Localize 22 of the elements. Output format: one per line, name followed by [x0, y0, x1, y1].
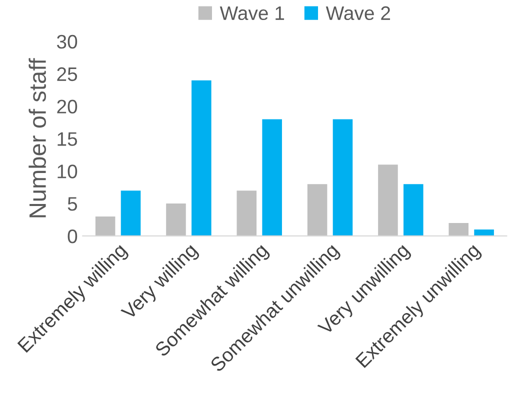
bar — [404, 184, 424, 236]
bar — [95, 216, 116, 236]
bar — [120, 190, 141, 236]
bar — [166, 204, 186, 236]
y-axis-title: Number of staff — [28, 58, 46, 218]
y-tick-label: 20 — [57, 100, 78, 114]
bar — [448, 223, 469, 236]
y-tick-label: 0 — [68, 229, 78, 244]
bar — [332, 119, 353, 236]
legend-label: Wave 2 — [326, 6, 390, 20]
bar — [474, 229, 494, 236]
bar — [262, 119, 282, 236]
y-tick-label: 25 — [57, 67, 78, 82]
bar — [236, 190, 257, 236]
bar — [307, 184, 328, 236]
bar — [192, 80, 212, 236]
y-tick-label: 10 — [58, 164, 78, 178]
y-tick-label: 5 — [68, 197, 78, 211]
y-tick-label: 30 — [56, 34, 78, 49]
legend-label: Wave 1 — [220, 6, 284, 20]
bar — [378, 164, 398, 236]
y-tick-label: 15 — [58, 132, 78, 146]
